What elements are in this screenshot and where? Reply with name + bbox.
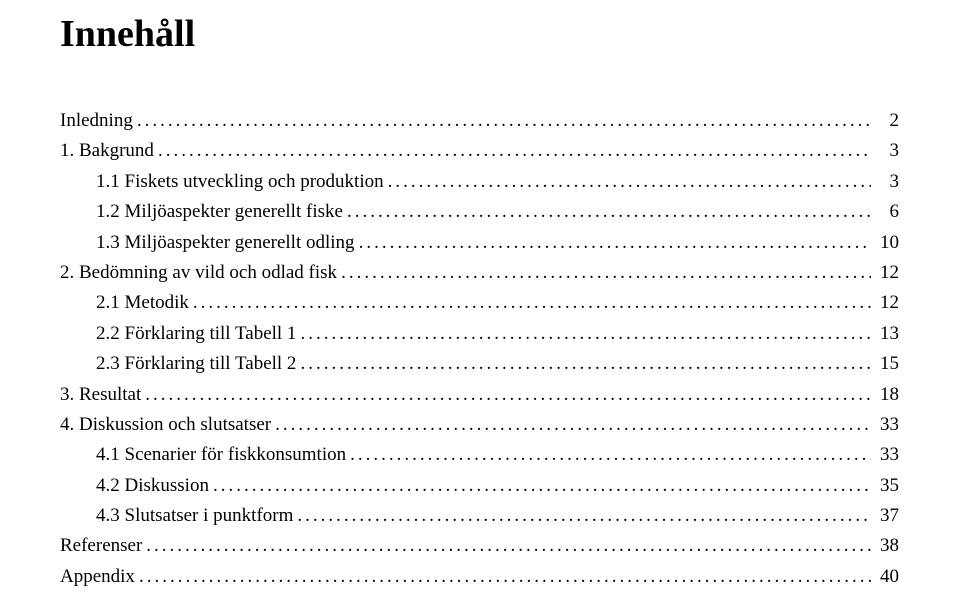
toc-label: 4. Diskussion och slutsatser [60, 410, 271, 440]
toc-list: Inledning 2 1. Bakgrund 3 1.1 Fiskets ut… [60, 106, 899, 592]
toc-page: 33 [875, 410, 899, 440]
toc-label: 1.2 Miljöaspekter generellt fiske [60, 197, 343, 227]
leader-dots [350, 440, 871, 470]
toc-page: 40 [875, 562, 899, 592]
toc-page: 12 [875, 288, 899, 318]
leader-dots [359, 228, 871, 258]
toc-page: 15 [875, 349, 899, 379]
toc-page: 13 [875, 319, 899, 349]
toc-item-bedomning[interactable]: 2. Bedömning av vild och odlad fisk 12 [60, 258, 899, 288]
leader-dots [300, 319, 871, 349]
leader-dots [388, 167, 871, 197]
leader-dots [300, 349, 871, 379]
toc-page: 18 [875, 380, 899, 410]
toc-label: Inledning [60, 106, 133, 136]
leader-dots [213, 471, 871, 501]
toc-label: 4.3 Slutsatser i punktform [60, 501, 293, 531]
toc-page: 6 [875, 197, 899, 227]
toc-page: 38 [875, 531, 899, 561]
toc-label: 2.1 Metodik [60, 288, 189, 318]
toc-label: 2.2 Förklaring till Tabell 1 [60, 319, 296, 349]
leader-dots [341, 258, 871, 288]
toc-label: 2. Bedömning av vild och odlad fisk [60, 258, 337, 288]
toc-label: Referenser [60, 531, 142, 561]
toc-page: 2 [875, 106, 899, 136]
toc-label: 4.1 Scenarier för fiskkonsumtion [60, 440, 346, 470]
toc-title: Innehåll [60, 12, 899, 56]
toc-item-diskussion-slutsatser[interactable]: 4. Diskussion och slutsatser 33 [60, 410, 899, 440]
toc-label: 1.3 Miljöaspekter generellt odling [60, 228, 355, 258]
toc-label: 2.3 Förklaring till Tabell 2 [60, 349, 296, 379]
leader-dots [146, 531, 871, 561]
leader-dots [193, 288, 871, 318]
toc-item-miljoaspekter-fiske[interactable]: 1.2 Miljöaspekter generellt fiske 6 [60, 197, 899, 227]
toc-page: 37 [875, 501, 899, 531]
toc-label: 1. Bakgrund [60, 136, 154, 166]
toc-page: 3 [875, 136, 899, 166]
toc-item-diskussion[interactable]: 4.2 Diskussion 35 [60, 471, 899, 501]
leader-dots [275, 410, 871, 440]
leader-dots [297, 501, 871, 531]
toc-label: Appendix [60, 562, 135, 592]
leader-dots [139, 562, 871, 592]
toc-page: 33 [875, 440, 899, 470]
toc-item-referenser[interactable]: Referenser 38 [60, 531, 899, 561]
toc-label: 3. Resultat [60, 380, 141, 410]
toc-item-scenarier[interactable]: 4.1 Scenarier för fiskkonsumtion 33 [60, 440, 899, 470]
toc-item-slutsatser-punktform[interactable]: 4.3 Slutsatser i punktform 37 [60, 501, 899, 531]
toc-page: 10 [875, 228, 899, 258]
toc-item-inledning[interactable]: Inledning 2 [60, 106, 899, 136]
toc-page: 35 [875, 471, 899, 501]
leader-dots [145, 380, 871, 410]
toc-item-forklaring-tabell1[interactable]: 2.2 Förklaring till Tabell 1 13 [60, 319, 899, 349]
leader-dots [137, 106, 871, 136]
toc-label: 1.1 Fiskets utveckling och produktion [60, 167, 384, 197]
toc-item-forklaring-tabell2[interactable]: 2.3 Förklaring till Tabell 2 15 [60, 349, 899, 379]
toc-item-appendix[interactable]: Appendix 40 [60, 562, 899, 592]
toc-item-fiskets-utveckling[interactable]: 1.1 Fiskets utveckling och produktion 3 [60, 167, 899, 197]
leader-dots [158, 136, 871, 166]
toc-item-miljoaspekter-odling[interactable]: 1.3 Miljöaspekter generellt odling 10 [60, 228, 899, 258]
toc-label: 4.2 Diskussion [60, 471, 209, 501]
toc-item-resultat[interactable]: 3. Resultat 18 [60, 380, 899, 410]
toc-item-bakgrund[interactable]: 1. Bakgrund 3 [60, 136, 899, 166]
toc-item-metodik[interactable]: 2.1 Metodik 12 [60, 288, 899, 318]
leader-dots [347, 197, 871, 227]
toc-page: 3 [875, 167, 899, 197]
toc-page: 12 [875, 258, 899, 288]
